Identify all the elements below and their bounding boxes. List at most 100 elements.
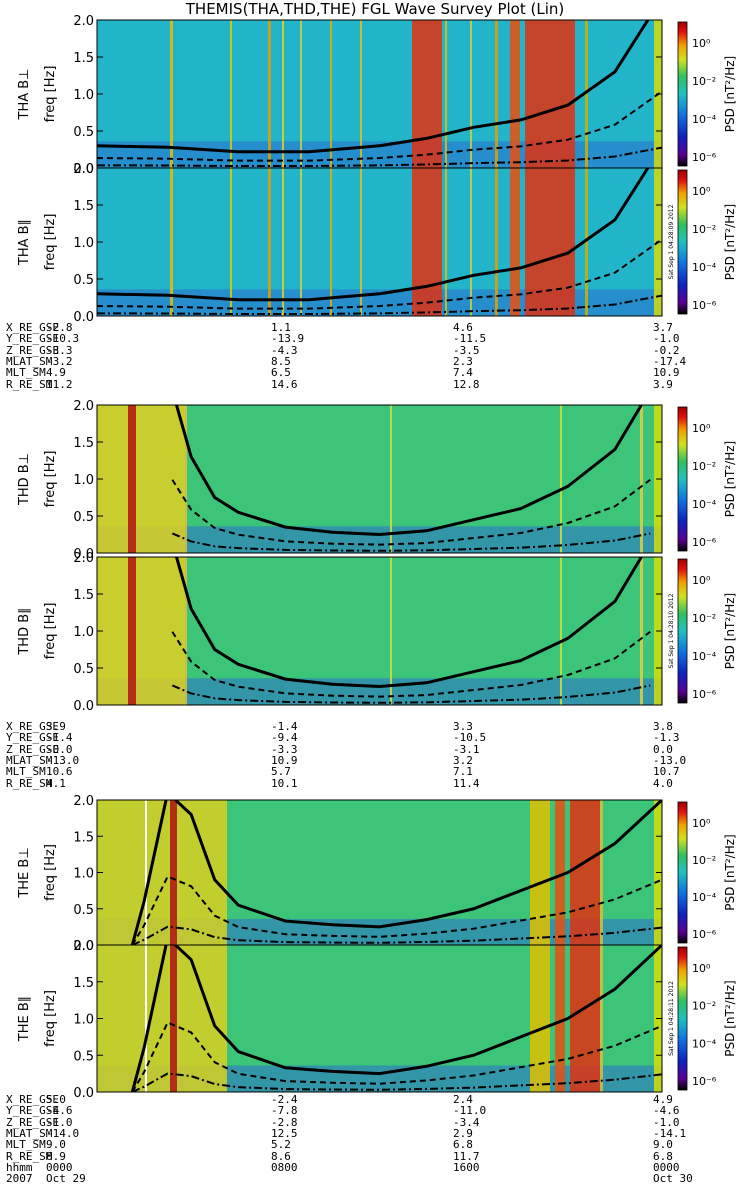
y-tick-label: 1.5	[73, 199, 94, 214]
ephemeris-label: hhmm	[6, 1160, 33, 1174]
spectrogram-panel-6	[96, 944, 663, 1093]
ephemeris-row: Y_RE_GSE -1.4 -9.4 -10.5 -1.3	[6, 732, 746, 743]
y-tick-label: 2.0	[73, 14, 94, 29]
ephemeris-value: 7.1	[453, 765, 473, 779]
ephemeris-value: 10.9	[271, 753, 298, 767]
ephemeris-label: Z_RE_GSE	[6, 1115, 59, 1129]
colorbar-tick-label: 10⁻⁶	[692, 1075, 717, 1088]
half-gyro-curve-4	[171, 630, 651, 698]
colorbar-tick-label: 10⁻²	[692, 460, 716, 473]
ephemeris-value: 12.8	[453, 377, 480, 391]
ephemeris-label: MLT_SM	[6, 366, 46, 380]
ephemeris-value: 10.7	[653, 765, 680, 779]
ephemeris-value: -4.6	[46, 1104, 73, 1118]
colorbar-tick-label: 10⁻⁶	[692, 151, 717, 164]
spectrogram-panel-1	[96, 19, 663, 169]
ephemeris-value: 11.7	[453, 1149, 480, 1163]
ephemeris-value: -9.4	[271, 731, 298, 745]
ephemeris-label: Y_RE_GSE	[6, 1104, 59, 1118]
colorbar-tick-label: 10⁻²	[692, 1000, 716, 1013]
colorbar-tick-label: 10⁻⁴	[692, 650, 717, 663]
ephemeris-label: R_RE_SM	[6, 1149, 53, 1163]
ephemeris-value: -10.3	[46, 332, 80, 346]
ephemeris-value: -11.0	[453, 1104, 487, 1118]
colorbar-tick-label: 10⁻⁶	[692, 688, 717, 701]
y-axis-label: freq [Hz]	[43, 214, 58, 271]
ephemeris-value: -1.4	[46, 731, 73, 745]
colorbar-tick-label: 10⁻⁴	[692, 891, 717, 904]
ephemeris-value: 3.2	[453, 753, 473, 767]
ephemeris-row: X_RE_GSE 3.9 -1.4 3.3 3.8	[6, 721, 746, 732]
ephemeris-label: X_RE_GSE	[6, 1093, 59, 1106]
colorbar-label: PSD [nT²/Hz]	[723, 204, 737, 280]
ephemeris-label: MLAT_SM	[6, 354, 53, 368]
y-tick-label: 1.0	[73, 867, 94, 882]
half-gyro-curve-6	[131, 1021, 662, 1092]
panel-label: THE B∥	[17, 996, 32, 1042]
ephemeris-value: -3.1	[453, 742, 480, 756]
ephemeris-value: -0.0	[46, 742, 73, 756]
spectrogram-panel-5	[96, 799, 663, 946]
spectrogram-panel-4	[96, 556, 663, 706]
ephemeris-row: Y_RE_GSE -4.6 -7.8 -11.0 -4.6	[6, 1105, 746, 1116]
colorbar-tick-label: 10⁻⁴	[692, 113, 717, 126]
ephemeris-value: 3.7	[653, 321, 673, 334]
colorbar-tick-label: 10⁻²	[692, 223, 716, 236]
ephemeris-value: 6.8	[653, 1149, 673, 1163]
ephemeris-value: -3.3	[46, 343, 73, 357]
ephemeris-value: 0800	[271, 1160, 298, 1174]
y-tick-label: 1.5	[73, 588, 94, 603]
ephemeris-value: -4.6	[653, 1104, 680, 1118]
y-tick-label: 0.5	[73, 125, 94, 140]
ephemeris-value: 6.9	[46, 1149, 66, 1163]
colorbar-tick-label: 10⁻⁶	[692, 299, 717, 312]
ephemeris-value: 6.5	[271, 366, 291, 380]
ephemeris-row: MLT_SM 10.6 5.7 7.1 10.7	[6, 766, 746, 777]
colorbar-5	[677, 801, 688, 944]
colorbar-tick-label: 10⁰	[692, 422, 711, 435]
ephemeris-row: R_RE_SM 4.1 10.1 11.4 4.0	[6, 778, 746, 789]
panel-label: THD B⊥	[17, 453, 32, 506]
y-tick-label: 1.5	[73, 830, 94, 845]
ephemeris-value: -13.9	[271, 332, 305, 346]
colorbar-tick-label: 10⁰	[692, 574, 711, 587]
panel-label: THD B∥	[17, 607, 32, 655]
chart-title: THEMIS(THA,THD,THE) FGL Wave Survey Plot…	[185, 0, 565, 18]
ephemeris-value: -14.1	[653, 1126, 687, 1140]
y-axis-label: freq [Hz]	[43, 603, 58, 660]
panel-label: THE B⊥	[17, 847, 32, 898]
y-tick-label: 2.0	[73, 939, 94, 954]
ephemeris-value: -14.0	[46, 1126, 80, 1140]
ephemeris-row: Z_RE_GSE -3.3 -4.3 -3.5 -0.2	[6, 345, 746, 356]
ephemeris-value: 10.1	[271, 776, 298, 790]
ephemeris-row: R_RE_SM 6.9 8.6 11.7 6.8	[6, 1151, 746, 1162]
run-timestamp: Sat Sep 1 04:28:11 2012	[668, 981, 675, 1056]
ephemeris-label: Y_RE_GSE	[6, 731, 59, 745]
y-tick-label: 2.0	[73, 162, 94, 177]
ephemeris-value: 4.0	[653, 776, 673, 790]
ephemeris-value: 8.6	[271, 1149, 291, 1163]
ephemeris-row: Z_RE_GSE -1.0 -2.8 -3.4 -1.0	[6, 1117, 746, 1128]
half-gyro-curve-3	[171, 478, 651, 546]
y-tick-label: 0.0	[73, 547, 94, 562]
colorbar-tick-label: 10⁻²	[692, 854, 716, 867]
ephemeris-label: X_RE_GSE	[6, 321, 59, 334]
spectrogram-panel-2	[96, 167, 663, 317]
panel-label: THA B⊥	[17, 69, 32, 121]
ephemeris-value: 0000	[46, 1160, 73, 1174]
ephemeris-label: MLT_SM	[6, 765, 46, 779]
ephemeris-value: 10.6	[46, 765, 73, 779]
ephemeris-value: -4.3	[271, 343, 298, 357]
colorbar-tick-label: 10⁻⁶	[692, 536, 717, 549]
ephemeris-value: 4.6	[453, 321, 473, 334]
ephemeris-row: MLAT_SM -13.0 10.9 3.2 -13.0	[6, 755, 746, 766]
y-tick-label: 0.0	[73, 939, 94, 954]
y-tick-label: 0.5	[73, 903, 94, 918]
ephemeris-value: 5.0	[46, 1093, 66, 1106]
colorbar-1	[677, 21, 688, 167]
ephemeris-value: 2.9	[453, 1126, 473, 1140]
ephemeris-value: Oct 29	[46, 1172, 86, 1186]
ephemeris-label: MLAT_SM	[6, 1126, 53, 1140]
ephemeris-row: 2007 Oct 29 Oct 30	[6, 1173, 746, 1184]
ephemeris-value: 8.5	[271, 354, 291, 368]
